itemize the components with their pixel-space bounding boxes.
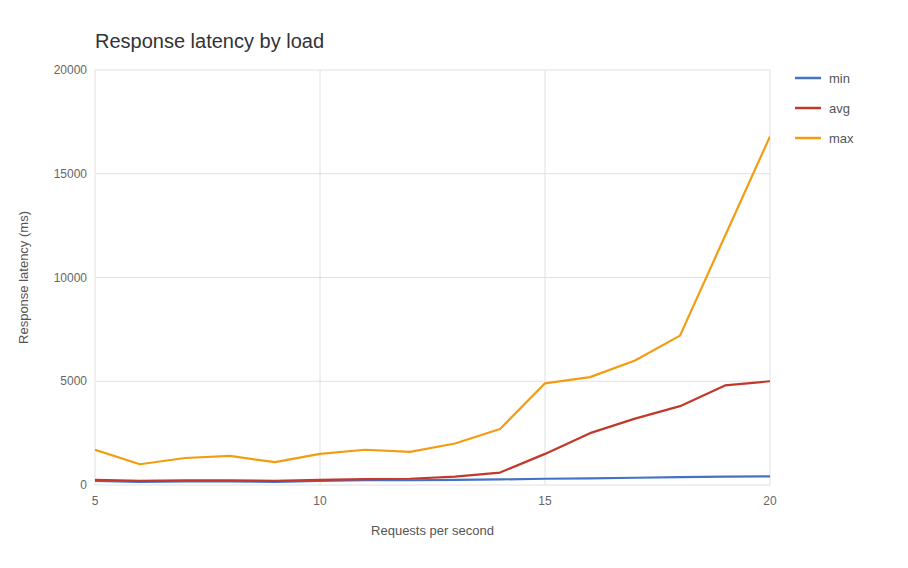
y-tick-label: 20000 bbox=[54, 63, 88, 77]
legend: min avg max bbox=[795, 71, 854, 146]
legend-swatch bbox=[795, 77, 821, 80]
x-grid-line bbox=[95, 70, 96, 485]
y-tick-label: 0 bbox=[80, 478, 87, 492]
x-tick-label: 15 bbox=[538, 494, 552, 508]
chart-container: 0 5000 10000 15000 20000 5 10 15 20 Response late… bbox=[0, 0, 908, 568]
series-line bbox=[95, 381, 770, 481]
x-axis-label: Requests per second bbox=[371, 523, 494, 538]
x-grid-line bbox=[320, 70, 321, 485]
y-grid-line bbox=[95, 173, 770, 174]
x-tick-label: 10 bbox=[313, 494, 327, 508]
y-axis-label: Response latency (ms) bbox=[16, 211, 31, 344]
y-tick-label: 10000 bbox=[54, 271, 88, 285]
y-grid-line bbox=[95, 485, 770, 486]
x-grid-line bbox=[545, 70, 546, 485]
legend-swatch bbox=[795, 107, 821, 110]
x-tick-label: 5 bbox=[92, 494, 99, 508]
y-tick-label: 5000 bbox=[60, 374, 87, 388]
legend-swatch bbox=[795, 137, 821, 140]
legend-label: max bbox=[829, 131, 854, 146]
x-grid-line bbox=[770, 70, 771, 485]
y-grid-line bbox=[95, 381, 770, 382]
series-line bbox=[95, 136, 770, 464]
y-grid-line bbox=[95, 277, 770, 278]
chart-svg: 0 5000 10000 15000 20000 5 10 15 20 Response late… bbox=[0, 0, 908, 568]
legend-label: avg bbox=[829, 101, 850, 116]
y-tick-label: 15000 bbox=[54, 167, 88, 181]
lines bbox=[95, 136, 770, 481]
x-tick-label: 20 bbox=[763, 494, 777, 508]
chart-title: Response latency by load bbox=[95, 30, 324, 52]
y-grid-line bbox=[95, 70, 770, 71]
grid bbox=[95, 70, 770, 485]
legend-label: min bbox=[829, 71, 850, 86]
